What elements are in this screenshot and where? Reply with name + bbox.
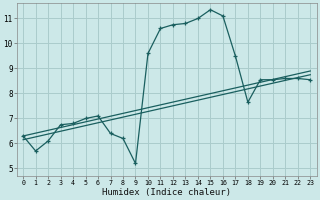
- X-axis label: Humidex (Indice chaleur): Humidex (Indice chaleur): [102, 188, 231, 197]
